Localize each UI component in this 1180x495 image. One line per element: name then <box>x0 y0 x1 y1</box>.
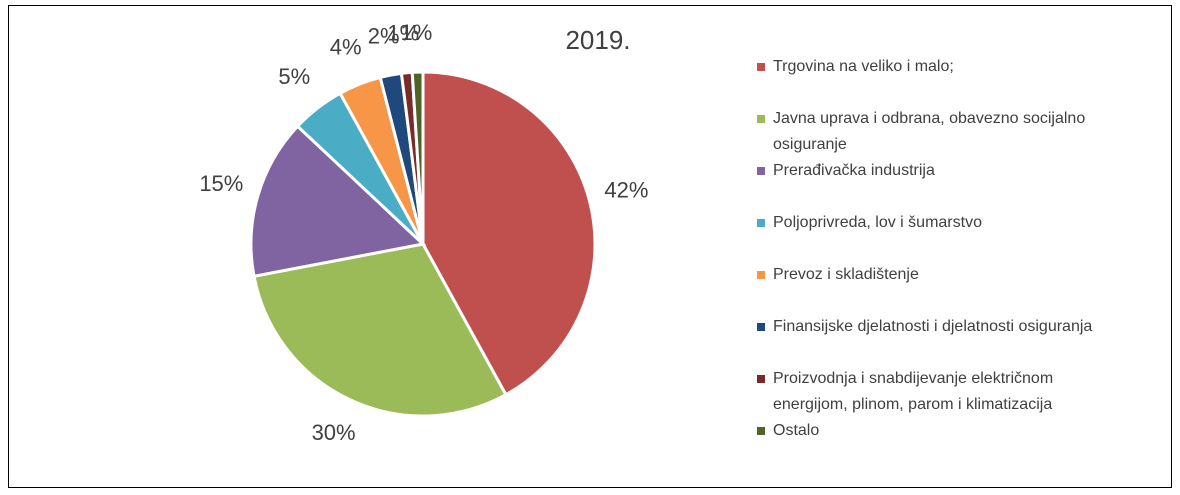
data-label: 1% <box>401 20 433 45</box>
data-label: 1% <box>387 21 419 46</box>
data-label: 42% <box>604 178 648 203</box>
chart-title: 2019. <box>565 25 630 55</box>
legend-entry: Prerađivačka industrija <box>752 158 1102 210</box>
legend-label: Poljoprivreda, lov i šumarstvo <box>773 214 982 231</box>
pie-slice <box>421 70 597 397</box>
legend-entry: Proizvodnja i snabdijevanje električnom … <box>752 366 1102 418</box>
pie-slice <box>249 124 427 278</box>
data-label: 4% <box>330 35 362 60</box>
pie-slice <box>410 70 425 245</box>
legend-entry: Poljoprivreda, lov i šumarstvo <box>752 210 1102 262</box>
legend-label: Trgovina na veliko i malo; <box>773 58 954 75</box>
legend-swatch <box>757 63 765 71</box>
legend-swatch <box>757 115 765 123</box>
legend-swatch <box>757 375 765 383</box>
legend-label: Prerađivačka industrija <box>773 162 935 179</box>
legend-swatch <box>757 219 765 227</box>
data-label: 15% <box>199 171 243 196</box>
legend-swatch <box>757 323 765 331</box>
pie-slice <box>252 242 508 418</box>
legend-swatch <box>757 427 765 435</box>
data-label: 5% <box>278 64 310 89</box>
data-label: 2% <box>368 24 400 49</box>
frame <box>8 5 1172 488</box>
legend-label: Prevoz i skladištenje <box>773 266 919 283</box>
legend: Trgovina na veliko i malo; Javna uprava i… <box>752 54 1102 470</box>
legend-entry: Ostalo <box>752 418 1102 470</box>
legend-swatch <box>757 271 765 279</box>
legend-entry: Javna uprava i odbrana, obavezno socijal… <box>752 106 1102 158</box>
legend-swatch <box>757 167 765 175</box>
legend-entry: Finansijske djelatnosti i djelatnosti os… <box>752 314 1102 366</box>
legend-label: Finansijske djelatnosti i djelatnosti os… <box>773 318 1093 335</box>
legend-label: Proizvodnja i snabdijevanje električnom … <box>773 370 1054 413</box>
legend-entry: Prevoz i skladištenje <box>752 262 1102 314</box>
data-label: 30% <box>312 420 356 445</box>
legend-label: Ostalo <box>773 422 820 439</box>
legend-entry: Trgovina na veliko i malo; <box>752 54 1102 106</box>
legend-label: Javna uprava i odbrana, obavezno socijal… <box>773 110 1086 153</box>
